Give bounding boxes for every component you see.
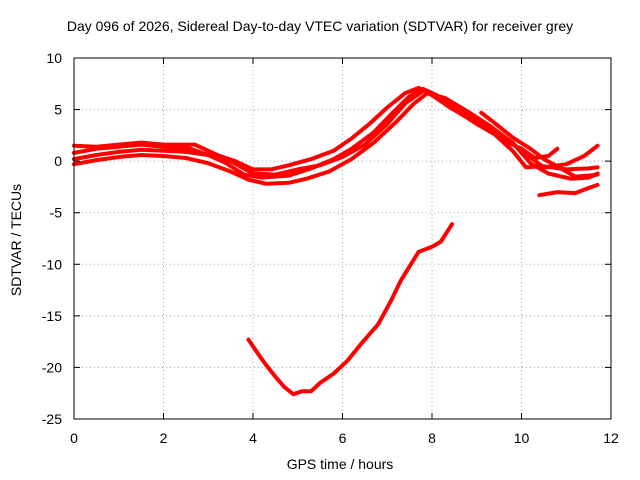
y-tick-label: -10 — [42, 256, 62, 272]
chart-title: Day 096 of 2026, Sidereal Day-to-day VTE… — [66, 18, 574, 34]
series-line-track-5 — [479, 110, 600, 179]
y-tick-label: -15 — [42, 308, 62, 324]
x-tick-label: 6 — [339, 430, 347, 446]
series-line-track-2 — [72, 89, 600, 177]
x-tick-label: 0 — [70, 430, 78, 446]
x-tick-label: 2 — [160, 430, 168, 446]
y-tick-label: -25 — [42, 411, 62, 427]
y-tick-label: 5 — [54, 102, 62, 118]
series-line-track-4 — [72, 91, 600, 186]
series-line-track-6 — [537, 182, 600, 198]
x-axis-label: GPS time / hours — [286, 456, 394, 472]
y-tick-label: -5 — [50, 205, 63, 221]
series-line-track-3 — [72, 86, 600, 180]
y-tick-label: 0 — [54, 153, 62, 169]
x-tick-label: 4 — [249, 430, 257, 446]
y-tick-label: -20 — [42, 359, 62, 375]
y-tick-label: 10 — [46, 50, 62, 66]
y-axis-label: SDTVAR / TECUs — [8, 183, 24, 297]
x-tick-label: 12 — [603, 430, 619, 446]
x-tick-label: 8 — [428, 430, 436, 446]
series-line-track-7 — [246, 222, 455, 397]
series-lines — [72, 85, 600, 397]
axis-ticks: 0 2 4 6 8 10 12 -25 -20 -15 -10 -5 0 5 10 — [42, 50, 619, 446]
x-tick-label: 10 — [514, 430, 530, 446]
